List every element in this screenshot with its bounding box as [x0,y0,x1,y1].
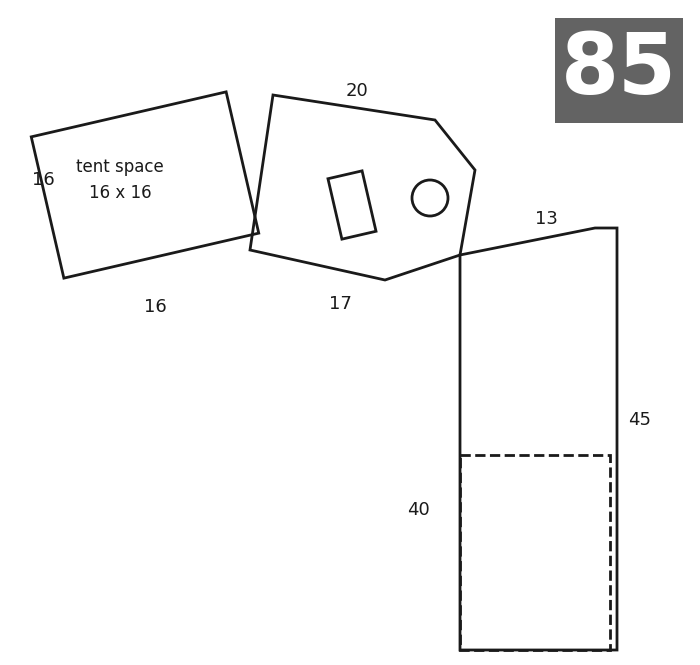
Text: tent space
16 x 16: tent space 16 x 16 [76,158,164,202]
Text: 16: 16 [32,171,55,189]
FancyBboxPatch shape [555,18,683,123]
Text: 13: 13 [535,210,558,228]
Text: 85: 85 [561,30,677,111]
Text: 16: 16 [144,298,167,316]
Text: 20: 20 [346,82,368,100]
Text: 17: 17 [328,295,351,313]
Text: 45: 45 [628,411,651,429]
Text: 40: 40 [407,501,430,519]
